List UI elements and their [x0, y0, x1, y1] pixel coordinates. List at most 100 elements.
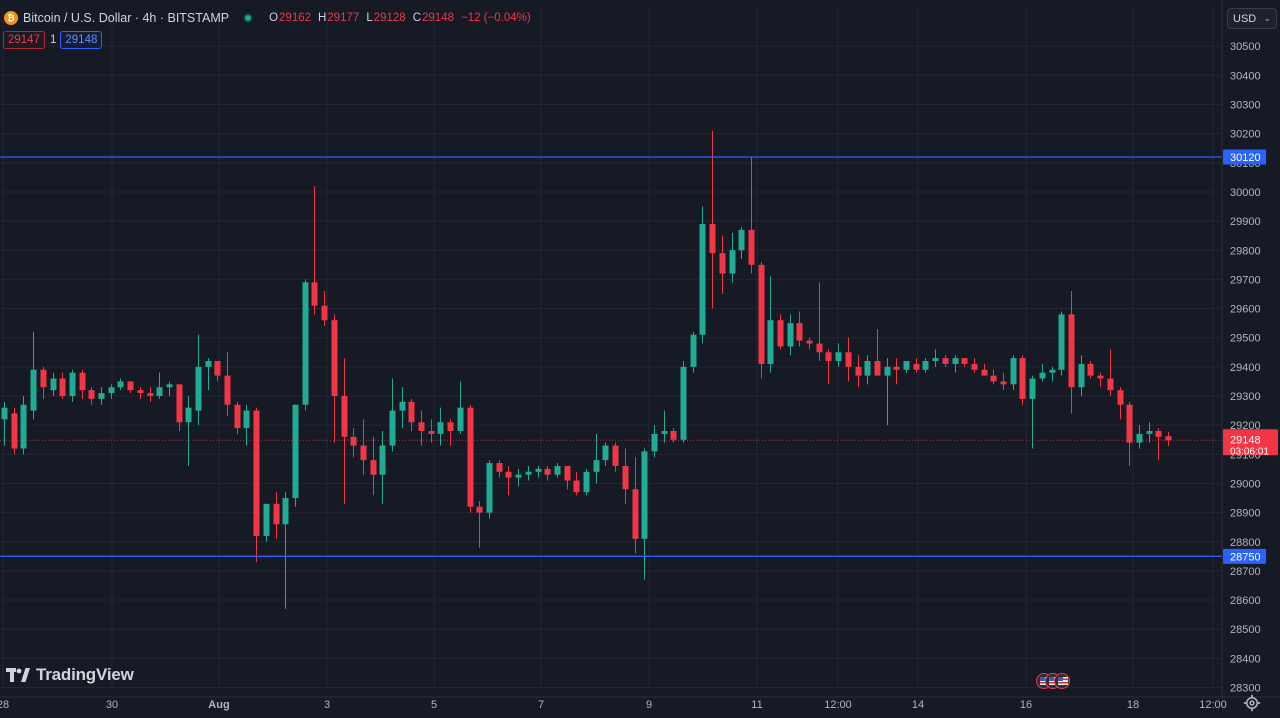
candle[interactable]	[835, 343, 842, 367]
candle-body[interactable]	[525, 471, 532, 475]
candle[interactable]	[1000, 372, 1007, 391]
candle-body[interactable]	[990, 375, 997, 382]
candle-body[interactable]	[321, 305, 328, 321]
candle-body[interactable]	[690, 334, 697, 367]
candle-body[interactable]	[457, 407, 464, 431]
candle-body[interactable]	[554, 465, 561, 475]
candle[interactable]	[1087, 361, 1094, 379]
candle-body[interactable]	[273, 503, 280, 525]
candle[interactable]	[719, 235, 726, 294]
candle-body[interactable]	[922, 361, 929, 370]
candle[interactable]	[476, 500, 483, 548]
candle-body[interactable]	[729, 250, 736, 274]
candle-body[interactable]	[156, 387, 163, 396]
candle-body[interactable]	[282, 498, 289, 525]
candle[interactable]	[40, 366, 47, 399]
candle-body[interactable]	[59, 378, 66, 396]
candle[interactable]	[981, 363, 988, 376]
candle[interactable]	[253, 407, 260, 563]
candle[interactable]	[273, 492, 280, 539]
candle[interactable]	[147, 387, 154, 402]
currency-select[interactable]: USD ⌄	[1227, 8, 1277, 29]
candle-body[interactable]	[641, 451, 648, 539]
candle-body[interactable]	[117, 381, 124, 388]
candle-body[interactable]	[583, 471, 590, 493]
candle-body[interactable]	[612, 445, 619, 466]
candle[interactable]	[845, 337, 852, 382]
candle-body[interactable]	[806, 340, 813, 344]
candle[interactable]	[738, 226, 745, 259]
candle[interactable]	[913, 358, 920, 373]
candle-body[interactable]	[1117, 390, 1124, 405]
candle-body[interactable]	[719, 253, 726, 274]
candles[interactable]	[1, 130, 1172, 609]
candle-body[interactable]	[796, 323, 803, 341]
candle-body[interactable]	[932, 358, 939, 362]
candle-body[interactable]	[874, 361, 881, 376]
candle-body[interactable]	[1165, 436, 1172, 441]
candle-body[interactable]	[564, 465, 571, 481]
candle[interactable]	[447, 419, 454, 446]
candle-body[interactable]	[1078, 363, 1085, 388]
candle-body[interactable]	[1010, 358, 1017, 385]
candle[interactable]	[389, 378, 396, 452]
candle[interactable]	[699, 206, 706, 344]
candle-body[interactable]	[1019, 358, 1026, 399]
candle-body[interactable]	[709, 224, 716, 254]
candle[interactable]	[1097, 372, 1104, 388]
candle-body[interactable]	[1097, 375, 1104, 379]
candle[interactable]	[20, 396, 27, 455]
candle-body[interactable]	[632, 489, 639, 539]
candle[interactable]	[428, 419, 435, 443]
event-marker[interactable]	[1054, 673, 1070, 689]
candle[interactable]	[224, 352, 231, 417]
candle-body[interactable]	[224, 375, 231, 405]
candle[interactable]	[156, 372, 163, 399]
candle-body[interactable]	[1029, 378, 1036, 399]
candle[interactable]	[1039, 363, 1046, 382]
candle-body[interactable]	[253, 410, 260, 536]
candle[interactable]	[952, 355, 959, 373]
candle[interactable]	[690, 331, 697, 373]
candle[interactable]	[864, 355, 871, 385]
candle-body[interactable]	[505, 471, 512, 478]
candle-body[interactable]	[166, 384, 173, 388]
buy-button[interactable]: 29148	[60, 31, 103, 49]
candle[interactable]	[467, 404, 474, 513]
candle[interactable]	[496, 460, 503, 478]
candle[interactable]	[903, 361, 910, 373]
candle[interactable]	[1019, 355, 1026, 405]
candle-body[interactable]	[573, 480, 580, 493]
candle[interactable]	[185, 396, 192, 466]
candle[interactable]	[661, 410, 668, 443]
symbol-legend[interactable]: ₿ Bitcoin / U.S. Dollar · 4h · BITSTAMP …	[4, 9, 531, 27]
candle-body[interactable]	[515, 474, 522, 478]
candle-body[interactable]	[108, 387, 115, 394]
candle-body[interactable]	[350, 436, 357, 446]
candle[interactable]	[544, 465, 551, 481]
candle-body[interactable]	[903, 361, 910, 370]
candle-body[interactable]	[893, 366, 900, 370]
candle-body[interactable]	[670, 430, 677, 440]
candle[interactable]	[379, 430, 386, 504]
candle[interactable]	[263, 503, 270, 542]
candle-body[interactable]	[234, 404, 241, 429]
candle[interactable]	[893, 358, 900, 385]
candle-body[interactable]	[331, 320, 338, 396]
candle[interactable]	[399, 387, 406, 429]
candle[interactable]	[98, 387, 105, 405]
candle[interactable]	[525, 465, 532, 481]
candle[interactable]	[311, 186, 318, 315]
candle-body[interactable]	[1, 407, 8, 420]
candle[interactable]	[651, 425, 658, 458]
candle-body[interactable]	[147, 393, 154, 396]
candle-body[interactable]	[1146, 430, 1153, 434]
candle-body[interactable]	[651, 433, 658, 452]
candle-body[interactable]	[816, 343, 823, 353]
candle[interactable]	[593, 433, 600, 484]
gear-icon[interactable]	[1243, 694, 1261, 712]
candle[interactable]	[796, 311, 803, 347]
candle[interactable]	[214, 361, 221, 382]
candle-body[interactable]	[593, 460, 600, 472]
